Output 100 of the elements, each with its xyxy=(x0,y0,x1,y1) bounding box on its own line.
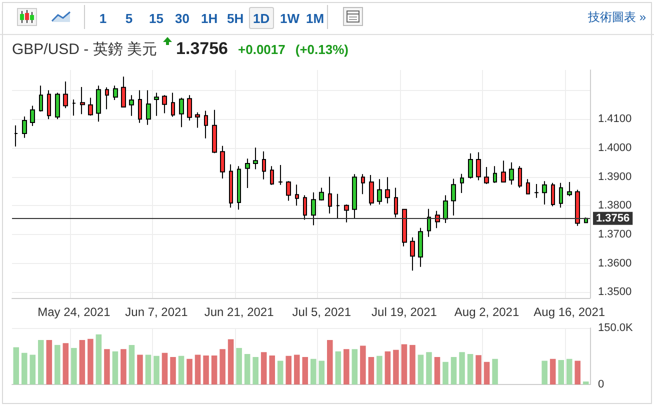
bar xyxy=(154,356,160,384)
candlestick xyxy=(105,86,109,110)
candlestick xyxy=(319,187,324,201)
candlestick xyxy=(451,178,456,216)
candlestick xyxy=(402,208,407,247)
bar xyxy=(21,352,28,384)
candlestick xyxy=(129,94,134,116)
candlestick xyxy=(410,236,415,272)
text: 1.3756 xyxy=(176,39,228,59)
bar xyxy=(71,348,77,384)
bar xyxy=(186,358,192,384)
bar xyxy=(194,354,201,384)
candlestick xyxy=(80,86,85,115)
bar xyxy=(459,352,465,384)
bar xyxy=(393,350,399,384)
bar xyxy=(384,351,391,384)
bar xyxy=(286,356,292,384)
bar xyxy=(492,358,498,384)
y-tick-label: 1.3600 xyxy=(598,257,632,270)
bar xyxy=(310,358,316,384)
candlestick xyxy=(39,85,43,112)
candlestick xyxy=(427,208,431,238)
candlestick xyxy=(204,110,208,139)
text: 1M xyxy=(302,7,328,29)
candlestick xyxy=(22,116,27,138)
bar xyxy=(442,362,448,384)
candlestick xyxy=(303,194,307,220)
candlestick xyxy=(237,166,241,210)
candlestick xyxy=(328,176,332,214)
candlestick xyxy=(245,158,250,189)
bar xyxy=(360,346,366,384)
bar xyxy=(203,355,209,384)
bar xyxy=(104,349,110,384)
x-tick-label: Aug 16, 2021 xyxy=(534,305,606,319)
candlestick xyxy=(113,85,118,101)
bar xyxy=(46,340,52,384)
candlestick xyxy=(518,166,522,188)
bar xyxy=(62,343,69,384)
candlestick xyxy=(476,152,481,181)
bar xyxy=(211,355,218,384)
text: 5H xyxy=(223,7,248,29)
candlestick xyxy=(361,174,365,195)
bar xyxy=(467,354,474,384)
bar xyxy=(96,334,102,384)
bar xyxy=(236,348,242,384)
bar xyxy=(260,352,267,384)
bar xyxy=(566,358,572,384)
candlestick xyxy=(63,81,68,109)
bar xyxy=(170,357,176,384)
bar xyxy=(558,360,564,384)
bar xyxy=(145,354,152,384)
ref-line-label: 1.3756 xyxy=(596,212,630,224)
candlestick xyxy=(195,112,200,128)
candlestick xyxy=(484,166,489,184)
candlestick xyxy=(352,174,357,220)
y-tick-label: 1.3800 xyxy=(598,200,632,212)
candlestick xyxy=(295,184,299,206)
candlestick xyxy=(146,90,151,126)
bar xyxy=(410,344,416,384)
candlestick xyxy=(460,173,464,194)
bar xyxy=(244,354,250,384)
candlestick xyxy=(179,97,184,128)
bar xyxy=(368,357,374,384)
candlestick xyxy=(154,92,159,116)
candlestick xyxy=(278,164,283,186)
y-tick-label: 0 xyxy=(598,378,604,390)
bar xyxy=(128,344,135,384)
bar xyxy=(352,349,358,384)
bar xyxy=(484,362,490,384)
candlestick xyxy=(575,189,580,226)
candlestick xyxy=(138,90,142,124)
text: 1 xyxy=(92,7,114,29)
bar xyxy=(228,339,234,384)
text: 30 xyxy=(171,7,194,29)
bar xyxy=(418,354,424,384)
candlestick xyxy=(30,105,35,126)
y-tick-label: 150.0K xyxy=(598,322,634,334)
bar xyxy=(302,357,308,384)
chart-title: GBP/USD - 英鎊 美元 xyxy=(12,40,158,59)
candlestick xyxy=(14,124,18,147)
candlestick xyxy=(493,166,497,184)
bar xyxy=(327,340,333,384)
candlestick xyxy=(336,193,340,220)
bar xyxy=(178,356,184,384)
candlestick xyxy=(468,152,473,180)
y-tick-label: 1.3700 xyxy=(598,228,632,241)
candlestick xyxy=(443,194,448,224)
candlestick xyxy=(171,92,175,118)
y-tick-label: 1.4000 xyxy=(598,142,632,154)
bar xyxy=(79,340,86,384)
text: 1H xyxy=(197,7,222,29)
text: 5 xyxy=(118,7,140,29)
x-tick-label: Jul 5, 2021 xyxy=(292,305,352,319)
bar xyxy=(550,358,556,384)
candlestick xyxy=(567,181,572,197)
bar xyxy=(277,360,284,384)
text: 技術圖表 » xyxy=(588,9,646,26)
bar xyxy=(542,360,548,384)
candlestick xyxy=(270,166,274,186)
bar xyxy=(38,340,44,384)
